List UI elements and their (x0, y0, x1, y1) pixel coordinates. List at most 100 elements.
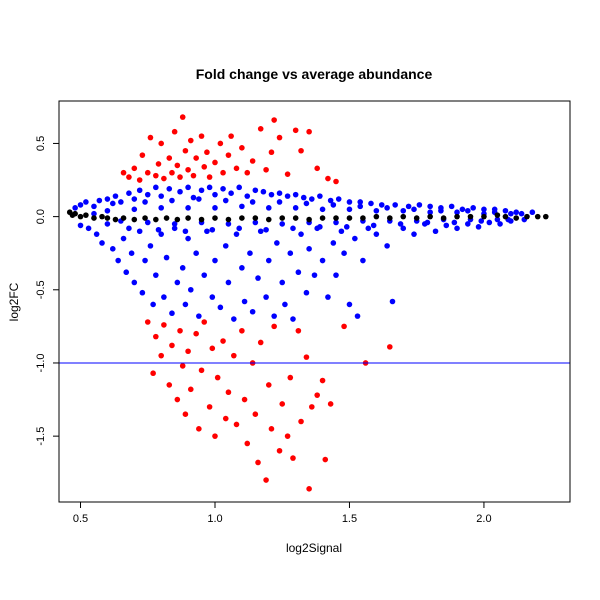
data-point-blue (295, 269, 302, 276)
data-point-blue (470, 205, 476, 211)
data-point-blue (144, 219, 151, 226)
data-point-black (413, 215, 420, 221)
data-point-blue (158, 231, 164, 237)
data-point-blue (249, 308, 256, 315)
data-point-blue (96, 197, 103, 204)
x-tick-label: 0.5 (73, 513, 88, 525)
data-point-blue (265, 257, 272, 264)
data-point-blue (155, 226, 162, 233)
data-point-blue (508, 210, 514, 217)
data-point-blue (335, 196, 342, 202)
data-point-red (174, 396, 181, 403)
data-point-blue (150, 301, 156, 308)
data-point-blue (128, 250, 135, 257)
y-tick-label: 0.5 (35, 136, 47, 151)
data-point-black (91, 215, 97, 221)
data-point-blue (279, 221, 286, 227)
data-point-blue (104, 221, 111, 227)
data-point-black (333, 215, 339, 221)
data-point-blue (378, 202, 385, 208)
data-point-blue (276, 190, 283, 197)
data-point-blue (459, 206, 466, 213)
data-point-blue (231, 316, 237, 322)
data-point-blue (317, 224, 323, 230)
data-point-black (387, 215, 393, 221)
data-point-blue (384, 243, 390, 249)
data-point-blue (139, 289, 146, 296)
data-point-blue (228, 190, 234, 197)
data-point-black (373, 213, 380, 220)
data-point-blue (333, 272, 339, 278)
data-point-blue (263, 226, 269, 233)
data-point-blue (502, 207, 509, 214)
data-point-blue (204, 228, 210, 235)
data-point-red (284, 433, 291, 439)
data-point-blue (247, 250, 253, 257)
data-point-red (265, 382, 272, 388)
data-point-red (185, 166, 191, 173)
data-point-blue (217, 304, 224, 311)
data-point-black (440, 215, 447, 221)
data-point-blue (290, 316, 296, 322)
data-point-red (268, 149, 275, 156)
data-point-black (542, 213, 549, 220)
data-point-blue (236, 184, 242, 191)
data-point-red (187, 137, 194, 144)
data-point-black (346, 215, 353, 221)
data-point-red (222, 415, 229, 422)
data-point-red (249, 158, 256, 164)
data-point-blue (187, 286, 194, 293)
data-point-red (257, 339, 264, 346)
data-point-blue (494, 216, 501, 223)
data-point-red (325, 175, 331, 182)
data-point-blue (177, 188, 183, 195)
data-point-red (158, 140, 164, 147)
data-point-red (193, 330, 199, 337)
data-point-red (276, 447, 283, 454)
data-point-blue (346, 301, 353, 308)
data-point-blue (360, 257, 366, 264)
data-point-red (139, 152, 146, 158)
data-point-blue (427, 209, 433, 216)
data-point-blue (513, 209, 520, 216)
data-point-red (169, 342, 175, 349)
data-point-blue (153, 272, 159, 278)
data-point-red (174, 162, 181, 169)
data-point-blue (212, 205, 218, 211)
data-point-red (319, 377, 326, 384)
data-point-blue (109, 200, 116, 207)
data-point-blue (400, 207, 407, 214)
data-point-blue (136, 228, 143, 235)
data-point-blue (357, 203, 364, 210)
data-point-red (144, 319, 151, 325)
data-point-blue (166, 186, 173, 192)
data-point-blue (333, 219, 339, 226)
data-point-blue (220, 186, 226, 192)
data-point-red (161, 175, 167, 182)
data-point-red (169, 169, 175, 176)
data-point-blue (85, 225, 92, 232)
data-point-blue (144, 191, 151, 198)
y-tick-label: 0.0 (35, 209, 47, 224)
data-point-black (104, 215, 111, 221)
data-point-red (190, 172, 197, 179)
data-point-blue (209, 294, 216, 300)
data-point-red (341, 323, 347, 330)
data-point-blue (330, 240, 337, 246)
data-point-red (166, 382, 173, 388)
data-point-blue (306, 246, 312, 252)
data-point-blue (300, 194, 307, 201)
data-point-blue (448, 203, 455, 210)
data-point-blue (268, 191, 275, 198)
data-point-blue (196, 196, 202, 202)
data-point-blue (193, 250, 199, 257)
data-point-red (268, 426, 275, 432)
data-point-blue (99, 240, 105, 246)
y-tick-label: -1.5 (35, 427, 47, 446)
data-point-black (467, 213, 474, 220)
data-point-blue (120, 235, 127, 242)
data-point-red (155, 161, 162, 167)
x-axis-label: log2Signal (286, 541, 342, 555)
data-point-red (263, 166, 269, 173)
